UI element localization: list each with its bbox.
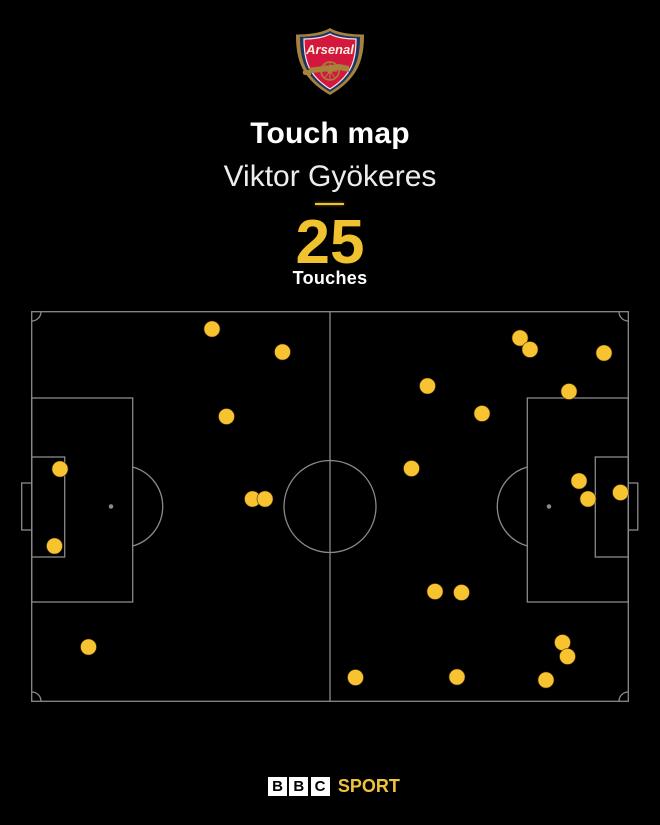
svg-text:Arsenal: Arsenal <box>305 42 354 57</box>
